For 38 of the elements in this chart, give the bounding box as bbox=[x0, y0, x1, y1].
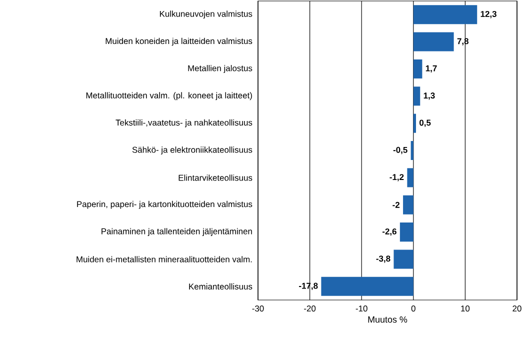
y-tick-label: Muiden koneiden ja laitteiden valmistus bbox=[106, 38, 252, 46]
bar bbox=[407, 168, 414, 188]
x-tick-label: 10 bbox=[461, 306, 470, 312]
x-tick-label: -30 bbox=[252, 306, 264, 312]
bar bbox=[400, 222, 414, 242]
y-tick-label: Sähkö- ja elektroniikkateollisuus bbox=[132, 146, 252, 154]
data-label: -2,6 bbox=[382, 228, 396, 236]
y-tick-label: Tekstiili-,vaatetus- ja nahkateollisuus bbox=[116, 119, 252, 128]
bar bbox=[410, 140, 414, 160]
data-label: -1,2 bbox=[390, 174, 404, 182]
y-tick-label: Paperin, paperi- ja kartonkituotteiden valmistus bbox=[77, 200, 252, 209]
y-tick-label: Kemianteollisuus bbox=[189, 283, 252, 290]
bar bbox=[413, 59, 422, 78]
bar bbox=[413, 32, 454, 52]
x-axis-title: Muutos % bbox=[368, 316, 408, 323]
bar bbox=[394, 250, 414, 269]
data-label: -0,5 bbox=[393, 146, 408, 154]
y-tick-label: Metallituotteiden valm. (pl. koneet ja laitteet) bbox=[86, 92, 252, 100]
x-tick-label: -20 bbox=[304, 306, 316, 312]
data-label: 0,5 bbox=[420, 120, 431, 127]
x-tick-label: 0 bbox=[411, 306, 416, 312]
y-tick-label: Painaminen ja tallenteiden jäljentäminen bbox=[102, 228, 252, 236]
x-tick-label: 20 bbox=[512, 306, 522, 312]
y-tick-label: Muiden ei-metallisten mineraalituotteiden valm. bbox=[76, 256, 252, 262]
data-label: 1,3 bbox=[424, 92, 435, 100]
data-label: -3,8 bbox=[376, 256, 390, 263]
x-tick-label: -10 bbox=[356, 306, 368, 312]
y-tick-label: Metallien jalostus bbox=[188, 65, 252, 73]
data-label: 1,7 bbox=[426, 65, 437, 73]
y-tick-label: Kulkuneuvojen valmistus bbox=[160, 10, 252, 19]
bar bbox=[413, 86, 420, 106]
bar bbox=[403, 195, 414, 214]
bar bbox=[413, 114, 416, 133]
data-label: -2 bbox=[392, 202, 400, 208]
bar bbox=[413, 5, 478, 24]
y-tick-label: Elintarviketeollisuus bbox=[178, 174, 252, 181]
data-label: 12,3 bbox=[480, 10, 496, 18]
bar bbox=[321, 276, 414, 296]
